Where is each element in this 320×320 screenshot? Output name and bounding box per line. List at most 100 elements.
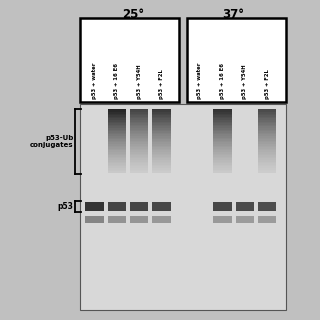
Bar bbox=[130, 147, 148, 149]
Bar bbox=[130, 216, 148, 223]
Bar bbox=[130, 146, 148, 147]
Text: p53 + F2L: p53 + F2L bbox=[265, 69, 270, 99]
Bar bbox=[108, 162, 126, 163]
Bar bbox=[108, 216, 126, 223]
Bar bbox=[152, 134, 171, 136]
Bar bbox=[152, 147, 171, 149]
Bar bbox=[152, 125, 171, 126]
Bar bbox=[130, 166, 148, 168]
Bar bbox=[108, 134, 126, 136]
Bar bbox=[108, 168, 126, 170]
Bar bbox=[213, 147, 232, 149]
Bar bbox=[258, 150, 276, 152]
Bar bbox=[130, 118, 148, 120]
Bar bbox=[258, 115, 276, 117]
Text: p53 + 16 E6: p53 + 16 E6 bbox=[220, 63, 225, 99]
Bar bbox=[108, 126, 126, 128]
Bar bbox=[213, 115, 232, 117]
Bar bbox=[130, 202, 148, 211]
Bar bbox=[108, 141, 126, 142]
Text: p53 + 16 E6: p53 + 16 E6 bbox=[114, 63, 119, 99]
Bar bbox=[108, 157, 126, 158]
Bar bbox=[152, 170, 171, 171]
Bar bbox=[152, 131, 171, 133]
Bar bbox=[108, 160, 126, 162]
Bar bbox=[213, 165, 232, 166]
Bar bbox=[258, 130, 276, 131]
Bar bbox=[108, 147, 126, 149]
Bar bbox=[258, 154, 276, 155]
Bar bbox=[213, 154, 232, 155]
Bar bbox=[130, 152, 148, 154]
Bar bbox=[258, 117, 276, 118]
Bar bbox=[258, 136, 276, 138]
Bar bbox=[258, 123, 276, 125]
Bar bbox=[258, 149, 276, 150]
Bar bbox=[108, 152, 126, 154]
Bar bbox=[130, 142, 148, 144]
Bar bbox=[258, 141, 276, 142]
Bar bbox=[152, 146, 171, 147]
Bar bbox=[130, 154, 148, 155]
Bar bbox=[152, 115, 171, 117]
Text: p53 + water: p53 + water bbox=[197, 63, 203, 99]
Bar bbox=[258, 168, 276, 170]
Bar bbox=[80, 18, 179, 102]
Bar bbox=[258, 110, 276, 112]
Bar bbox=[236, 216, 254, 223]
Bar bbox=[108, 109, 126, 110]
Bar bbox=[258, 134, 276, 136]
Bar bbox=[187, 18, 286, 102]
Bar bbox=[152, 126, 171, 128]
Bar bbox=[258, 158, 276, 160]
Bar bbox=[258, 144, 276, 146]
Bar bbox=[108, 122, 126, 123]
Bar bbox=[258, 165, 276, 166]
Bar bbox=[130, 155, 148, 157]
Bar bbox=[130, 112, 148, 114]
Bar bbox=[108, 114, 126, 115]
Bar bbox=[258, 163, 276, 165]
Bar bbox=[130, 171, 148, 173]
Bar bbox=[108, 149, 126, 150]
Bar bbox=[213, 120, 232, 122]
Bar bbox=[108, 131, 126, 133]
Bar bbox=[152, 168, 171, 170]
Bar bbox=[258, 216, 276, 223]
Bar bbox=[258, 147, 276, 149]
Bar bbox=[213, 126, 232, 128]
Bar bbox=[152, 171, 171, 173]
Bar bbox=[258, 162, 276, 163]
Bar bbox=[130, 149, 148, 150]
Text: 25°: 25° bbox=[122, 8, 144, 21]
Bar bbox=[152, 144, 171, 146]
Bar bbox=[152, 128, 171, 130]
Bar bbox=[130, 117, 148, 118]
Bar bbox=[152, 120, 171, 122]
Bar bbox=[130, 136, 148, 138]
Bar bbox=[80, 104, 286, 310]
Bar bbox=[152, 138, 171, 139]
Bar bbox=[213, 171, 232, 173]
Bar bbox=[152, 149, 171, 150]
Bar bbox=[258, 138, 276, 139]
Bar bbox=[108, 166, 126, 168]
Bar bbox=[213, 131, 232, 133]
Bar bbox=[108, 130, 126, 131]
Bar bbox=[130, 130, 148, 131]
Bar bbox=[130, 160, 148, 162]
Bar bbox=[213, 138, 232, 139]
Bar bbox=[213, 162, 232, 163]
Bar bbox=[152, 165, 171, 166]
Bar bbox=[130, 138, 148, 139]
Bar bbox=[213, 168, 232, 170]
Bar bbox=[130, 157, 148, 158]
Bar bbox=[152, 157, 171, 158]
Bar bbox=[213, 123, 232, 125]
Text: p53 + F2L: p53 + F2L bbox=[159, 69, 164, 99]
Bar bbox=[213, 142, 232, 144]
Bar bbox=[108, 118, 126, 120]
Bar bbox=[130, 125, 148, 126]
Bar bbox=[108, 144, 126, 146]
Bar bbox=[258, 157, 276, 158]
